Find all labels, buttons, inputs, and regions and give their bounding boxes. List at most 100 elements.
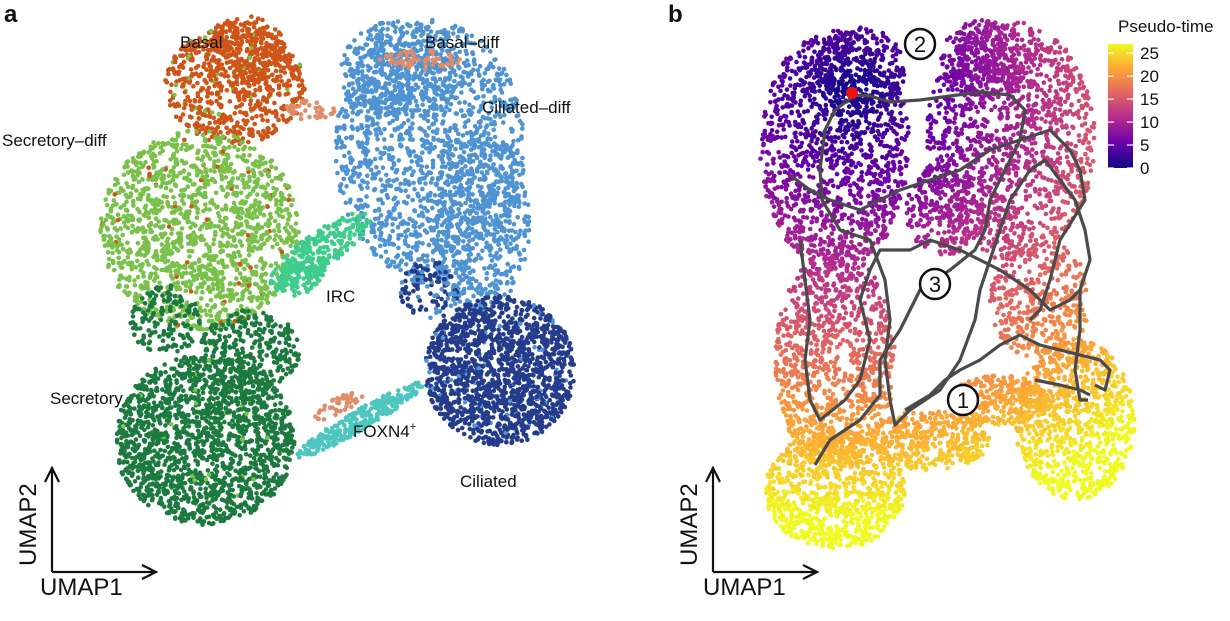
point-ciliated-diff	[522, 190, 528, 195]
point-secretory-diff	[208, 257, 213, 263]
point-ciliated-diff	[391, 196, 397, 202]
point-ciliated-diff	[474, 210, 479, 216]
point-basal	[180, 65, 186, 70]
point-basal	[280, 49, 286, 54]
point-ciliated-diff	[373, 23, 378, 29]
point-basal	[174, 102, 179, 108]
point-ciliated-diff	[343, 200, 349, 206]
point-secretory-diff	[259, 296, 265, 301]
point-ciliated-diff	[340, 143, 346, 149]
point-ciliated-diff	[481, 205, 487, 210]
point-secretory-diff	[125, 213, 131, 218]
point-ciliated-diff	[392, 127, 398, 132]
point-secretory-diff	[174, 261, 180, 266]
point-ciliated-diff	[470, 208, 476, 213]
point-secretory-diff	[234, 276, 239, 281]
point-basal-diff	[313, 105, 319, 111]
point-ciliated-diff	[418, 204, 424, 209]
point-ciliated-diff	[430, 176, 435, 181]
point-irc	[320, 233, 325, 239]
point-secretory-diff	[103, 197, 108, 202]
point-secretory-diff	[196, 272, 201, 278]
point-basal	[183, 102, 188, 107]
point-secretory-diff	[260, 278, 265, 284]
point-ciliated-diff	[380, 200, 386, 206]
point-ciliated-diff	[520, 155, 525, 161]
point-ciliated-diff	[470, 192, 475, 197]
point-secretory-diff	[216, 111, 222, 117]
point-ciliated-diff	[463, 266, 469, 271]
point-ciliated-diff	[449, 248, 455, 254]
point-ciliated-diff	[395, 225, 401, 230]
point-ciliated-diff	[412, 186, 417, 192]
point-ciliated-diff	[393, 46, 399, 52]
point-secretory-diff	[207, 156, 213, 161]
point-ciliated-diff	[501, 120, 506, 125]
point-secretory-diff	[249, 298, 254, 304]
point-secretory-diff	[145, 197, 151, 202]
point-ciliated-diff	[492, 254, 497, 259]
point-secretory-diff	[161, 194, 166, 199]
point-irc	[350, 222, 356, 228]
point-secretory-diff	[201, 162, 206, 167]
point-ciliated-diff	[392, 83, 397, 89]
point-ciliated-diff	[449, 207, 454, 213]
point-ciliated-diff	[410, 114, 415, 120]
point-ciliated-diff	[394, 116, 400, 122]
point-basal	[265, 118, 270, 124]
point-ciliated-diff	[475, 184, 481, 189]
point-ciliated-diff	[454, 222, 460, 227]
point-ciliated-diff	[347, 81, 352, 87]
point-secretory-diff	[232, 144, 237, 150]
point-ciliated-diff	[515, 234, 521, 240]
point-ciliated-diff	[373, 172, 379, 177]
point-ciliated-diff	[365, 173, 370, 178]
point-ciliated-diff	[378, 150, 383, 155]
point-secretory-diff	[208, 168, 213, 173]
point-secretory-diff	[102, 243, 108, 248]
point-ciliated-diff	[368, 27, 374, 32]
point-basal	[204, 67, 209, 72]
point-secretory-diff	[135, 206, 140, 212]
point-basal	[204, 56, 210, 62]
point-ciliated-diff	[448, 125, 453, 131]
point-basal	[268, 61, 274, 67]
point-secretory-diff	[157, 280, 162, 286]
point-basal	[276, 117, 281, 123]
point-secretory-diff	[206, 262, 211, 267]
point-basal	[208, 67, 214, 73]
point-ciliated-diff	[380, 165, 386, 170]
point-ciliated-diff	[391, 259, 397, 265]
point-secretory-diff	[239, 243, 245, 248]
point-ciliated-diff	[496, 66, 502, 71]
point-ciliated-diff	[417, 76, 423, 82]
point-ciliated-diff	[510, 161, 516, 166]
point-ciliated-diff	[384, 172, 389, 178]
point-ciliated-diff	[460, 261, 466, 266]
point-ciliated-diff	[467, 82, 473, 87]
point-basal-diff	[400, 63, 406, 68]
point-ciliated-diff	[490, 182, 496, 187]
point-ciliated-diff	[522, 219, 528, 225]
point-secretory-diff	[132, 227, 138, 233]
point-secretory-diff	[205, 303, 210, 308]
point-secretory-diff	[171, 151, 177, 157]
point-basal-diff	[328, 111, 334, 117]
point-ciliated-diff	[383, 223, 389, 228]
point-ciliated-diff	[424, 253, 430, 258]
point-secretory-diff	[183, 160, 189, 165]
point-ciliated-diff	[403, 229, 408, 235]
point-basal	[238, 64, 243, 69]
point-secretory-diff	[131, 203, 136, 208]
point-basal	[242, 96, 247, 102]
point-secretory-diff	[228, 253, 233, 259]
point-secretory-diff	[141, 274, 146, 279]
point-secretory-diff	[202, 35, 208, 40]
point-ciliated-diff	[467, 270, 473, 276]
point-secretory-diff	[123, 284, 129, 289]
point-irc	[331, 223, 336, 229]
point-ciliated-diff	[355, 65, 361, 70]
point-ciliated-diff	[453, 270, 459, 276]
point-secretory-diff	[204, 252, 209, 258]
point-ciliated-diff	[410, 41, 415, 47]
